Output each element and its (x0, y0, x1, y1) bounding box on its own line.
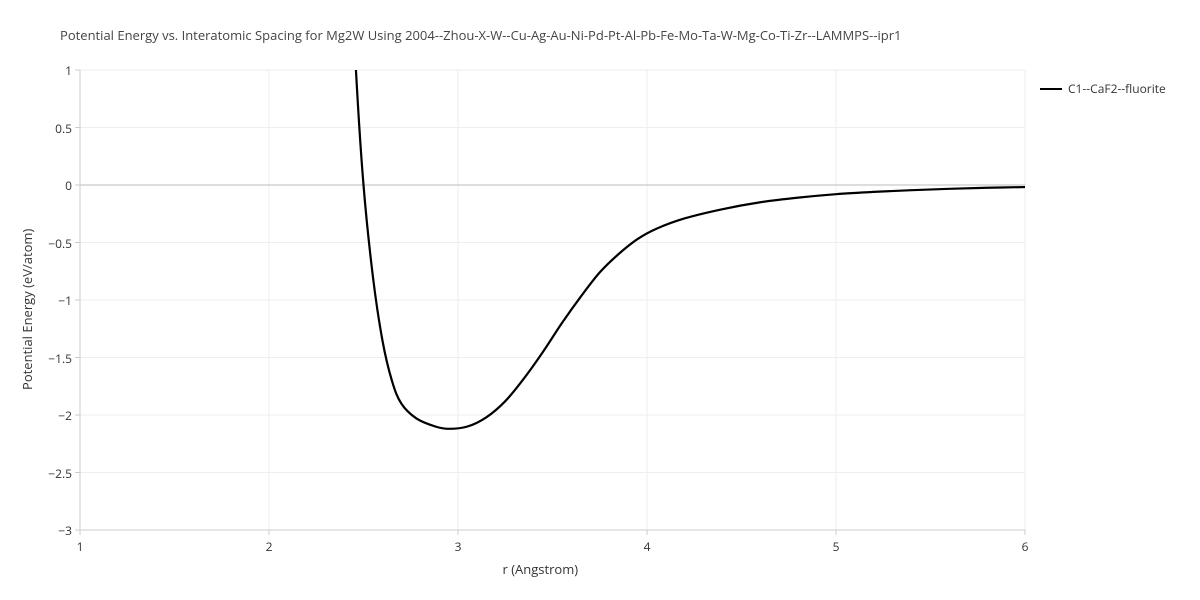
x-tick-label: 1 (65, 538, 95, 555)
y-tick-label: −1.5 (48, 350, 72, 367)
x-tick-label: 6 (1010, 538, 1040, 555)
legend-item[interactable]: C1--CaF2--fluorite (1040, 80, 1166, 97)
y-tick-label: −2 (58, 407, 72, 424)
x-tick-label: 4 (632, 538, 662, 555)
y-tick-label: −3 (58, 522, 72, 539)
y-axis-label: Potential Energy (eV/atom) (18, 229, 36, 390)
legend-swatch (1040, 88, 1062, 90)
legend: C1--CaF2--fluorite (1040, 80, 1166, 97)
legend-label: C1--CaF2--fluorite (1068, 80, 1166, 97)
chart-canvas (0, 0, 1200, 600)
y-tick-label: 0 (65, 177, 72, 194)
x-tick-label: 2 (254, 538, 284, 555)
y-tick-label: 0.5 (55, 120, 72, 137)
y-tick-label: −1 (58, 292, 72, 309)
chart-title: Potential Energy vs. Interatomic Spacing… (60, 26, 901, 44)
x-tick-label: 3 (443, 538, 473, 555)
y-tick-label: −0.5 (48, 235, 72, 252)
x-axis-label: r (Angstrom) (503, 560, 579, 578)
x-tick-label: 5 (821, 538, 851, 555)
y-tick-label: −2.5 (48, 465, 72, 482)
y-tick-label: 1 (65, 62, 72, 79)
